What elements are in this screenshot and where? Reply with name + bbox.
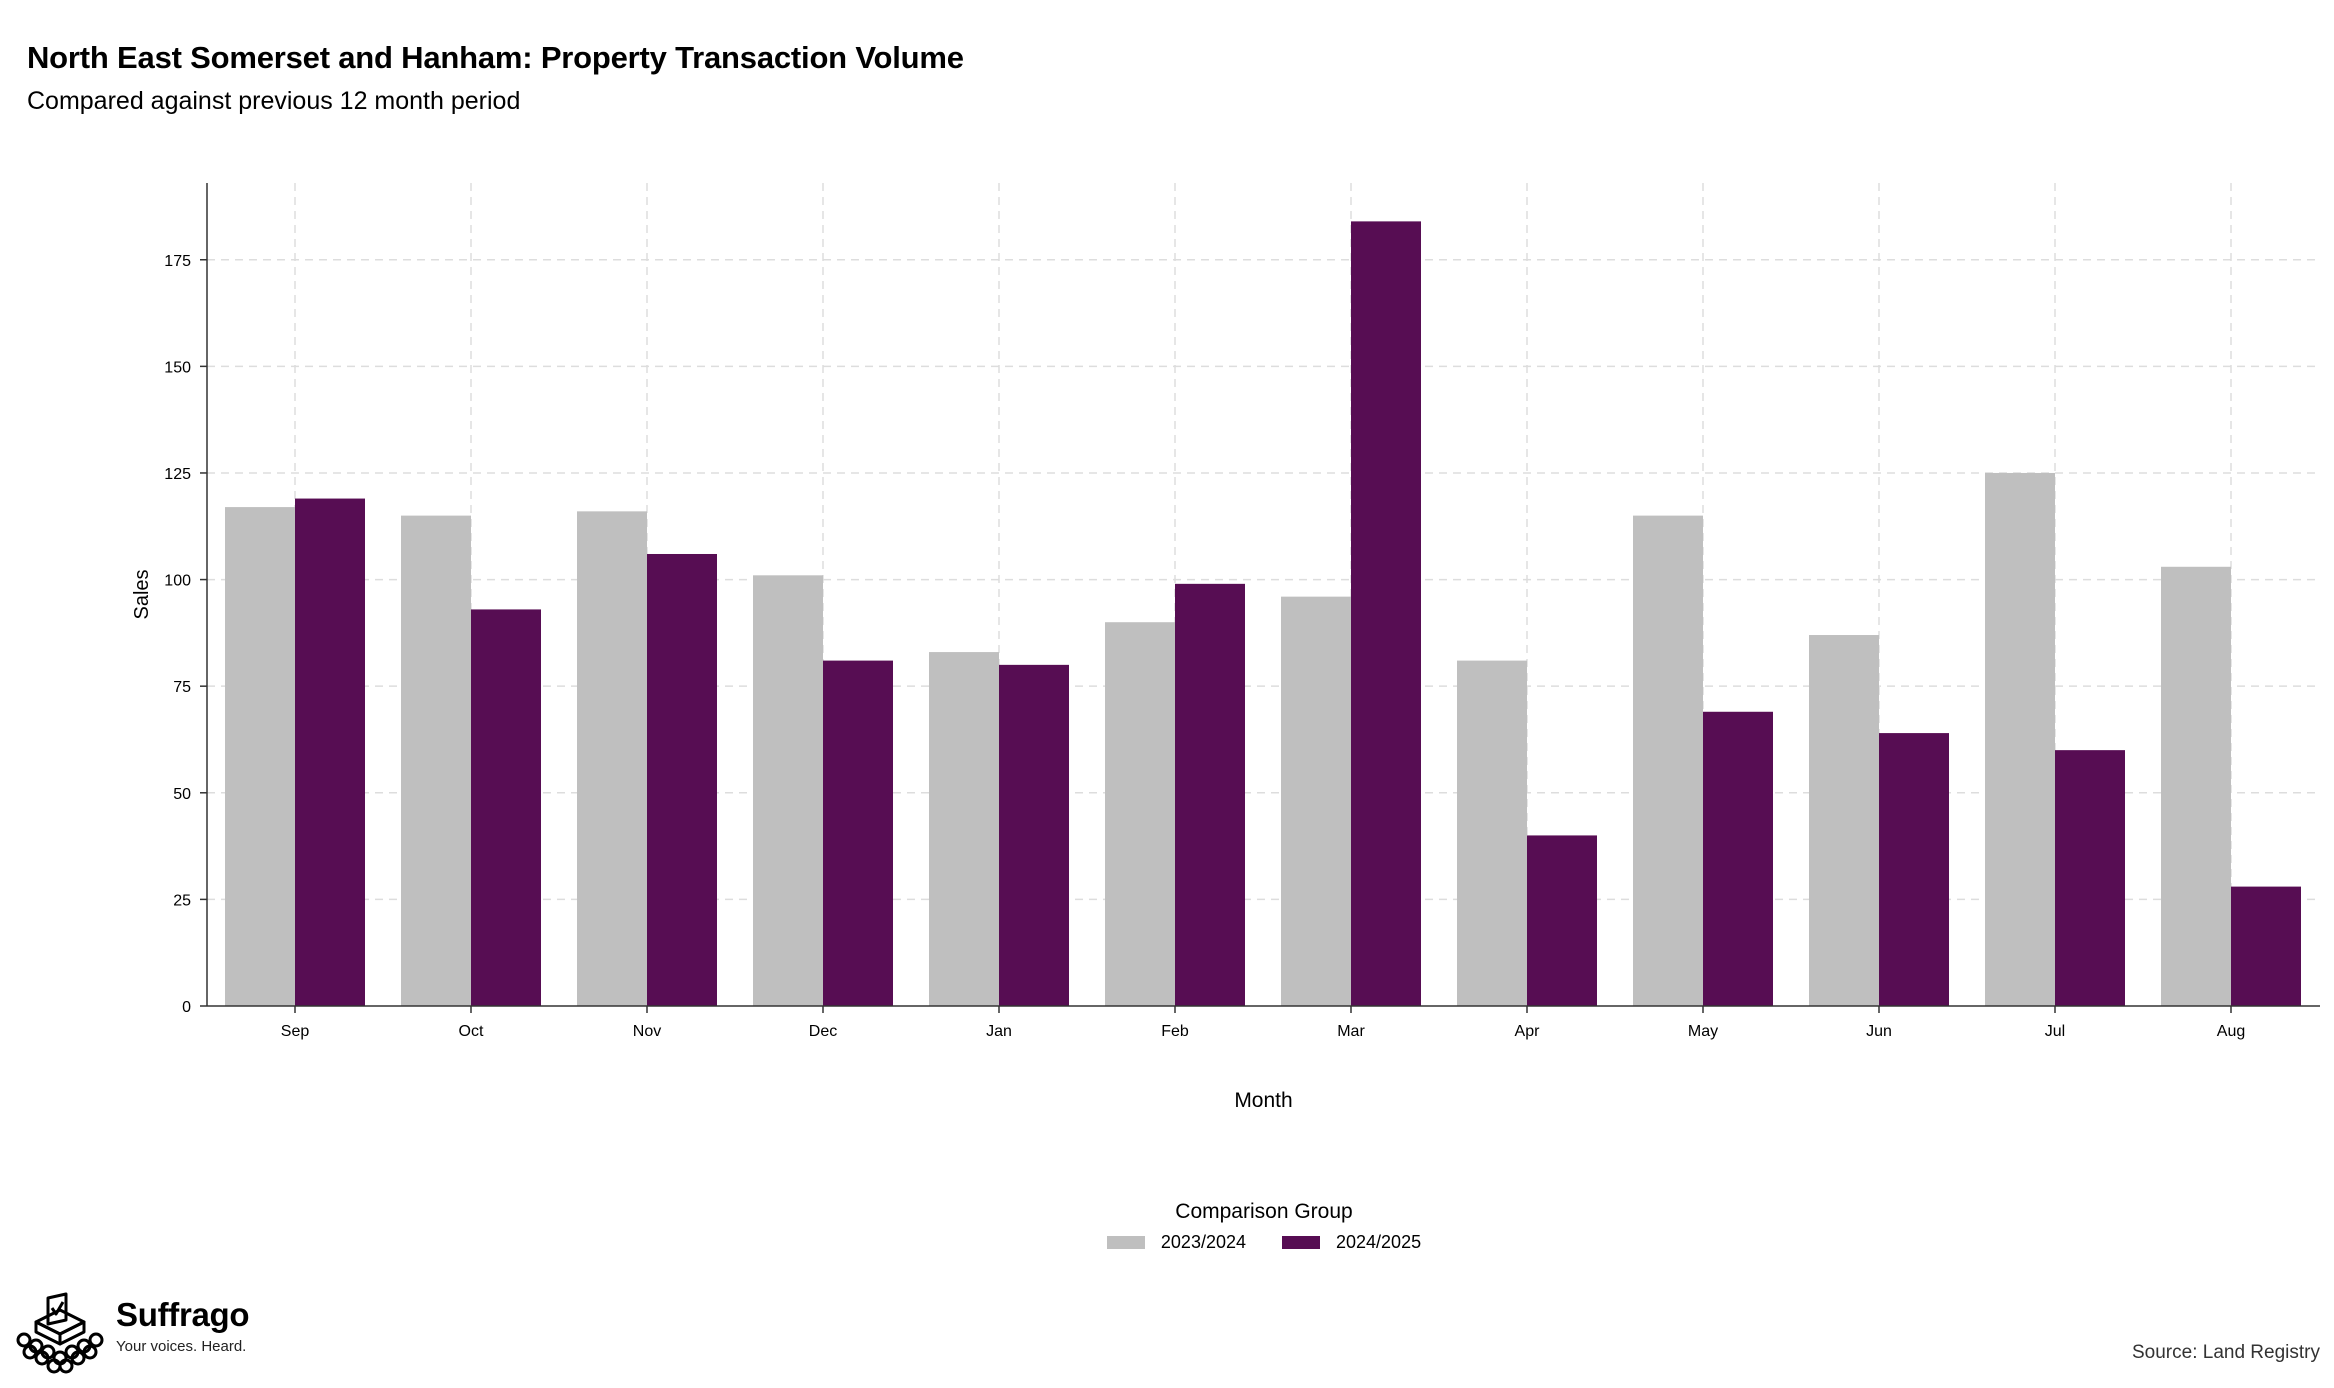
x-tick-label: Jan [986,1023,1012,1040]
bar-2024-2025-feb [1175,583,1245,1006]
y-tick-label: 150 [164,359,191,376]
y-tick-label: 25 [173,892,191,909]
y-tick-label: 175 [164,253,191,270]
x-tick-label: Nov [633,1023,661,1040]
bar-2023-2024-jan [929,652,999,1006]
chart-title: North East Somerset and Hanham: Property… [27,40,964,75]
bar-2023-2024-mar [1281,596,1351,1006]
bars [225,221,2301,1007]
legend-title: Comparison Group [1175,1200,1353,1223]
legend-item-2023: 2023/2024 [1106,1232,1246,1253]
ballot-box-icon [16,1292,104,1374]
legend: Comparison Group 2023/2024 2024/2025 [0,1200,2334,1253]
bar-2023-2024-apr [1457,660,1527,1006]
y-tick-label: 75 [173,679,191,696]
bar-2024-2025-aug [2231,886,2301,1006]
legend-swatch-2024 [1282,1236,1320,1249]
legend-items: 2023/2024 2024/2025 [194,1232,2334,1253]
bar-2024-2025-oct [471,609,541,1006]
legend-item-2024: 2024/2025 [1282,1232,1421,1253]
bar-2023-2024-dec [753,575,823,1006]
x-tick-label: Sep [281,1023,310,1040]
x-tick-label: Apr [1515,1023,1541,1040]
bar-2023-2024-may [1633,515,1703,1006]
brand-logo: Suffrago Your voices. Heard. [14,1292,250,1376]
bar-2023-2024-feb [1105,622,1175,1006]
x-axis-label: Month [1234,1089,1292,1112]
x-tick-label: Dec [809,1023,837,1040]
brand-tagline: Your voices. Heard. [116,1338,247,1355]
x-tick-label: May [1688,1023,1718,1040]
bar-2024-2025-sep [295,498,365,1006]
brand-name: Suffrago [116,1296,250,1333]
y-tick-label: 100 [164,573,191,590]
bar-2024-2025-jul [2055,750,2125,1006]
y-tick-label: 125 [164,466,191,483]
bar-2023-2024-jul [1985,472,2055,1007]
legend-label-2023: 2023/2024 [1160,1232,1246,1252]
bar-2023-2024-sep [225,507,295,1006]
bar-2024-2025-jan [999,664,1069,1006]
y-tick-label: 0 [182,999,191,1016]
source-note: Source: Land Registry [2132,1342,2320,1363]
y-axis-label: Sales [131,569,153,619]
bar-2024-2025-dec [823,660,893,1006]
x-tick-label: Mar [1337,1023,1365,1040]
bar-2023-2024-oct [401,515,471,1006]
bar-2024-2025-jun [1879,733,1949,1006]
bar-2023-2024-aug [2161,566,2231,1006]
legend-swatch-2023 [1106,1236,1145,1249]
bar-2023-2024-jun [1809,635,1879,1006]
bar-2024-2025-apr [1527,835,1597,1006]
x-tick-label: Jun [1866,1023,1892,1040]
bar-2024-2025-nov [647,553,717,1006]
chart-subtitle: Compared against previous 12 month perio… [27,87,521,115]
x-tick-label: Feb [1161,1023,1189,1040]
x-tick-label: Oct [459,1023,484,1040]
x-tick-label: Jul [2045,1023,2065,1040]
y-tick-label: 50 [173,786,191,803]
bar-2024-2025-may [1703,711,1773,1006]
bar-2023-2024-nov [577,511,647,1006]
axes: 0 25 50 75 100 125 150 175 Sep Oct Nov Dec Jan Feb Mar… [164,183,2320,1040]
legend-label-2024: 2024/2025 [1336,1232,1422,1252]
bar-2024-2025-mar [1351,221,1421,1006]
x-tick-label: Aug [2217,1023,2245,1040]
